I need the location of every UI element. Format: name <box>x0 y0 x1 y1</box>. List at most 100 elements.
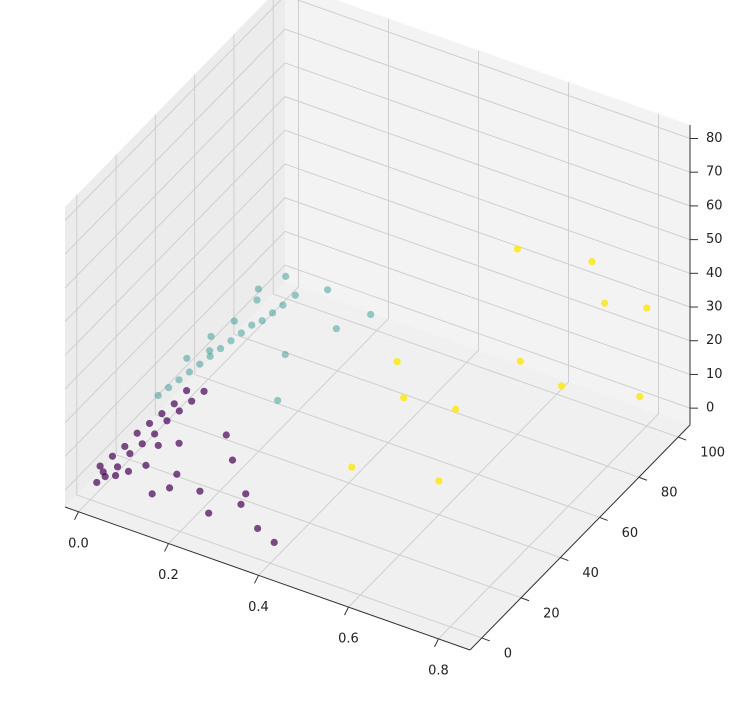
point <box>205 509 213 517</box>
x-tick <box>254 575 259 584</box>
point <box>367 310 375 319</box>
x-tick <box>74 511 79 520</box>
point <box>222 431 230 439</box>
y-tick-label: 60 <box>622 526 639 541</box>
left-pane <box>65 0 285 507</box>
z-tick-label: 0 <box>706 401 714 416</box>
x-tick-label: 0.4 <box>248 600 269 615</box>
point <box>274 396 282 405</box>
point <box>138 440 146 448</box>
point <box>242 490 250 498</box>
point <box>279 301 287 309</box>
point <box>254 524 262 533</box>
y-tick-label: 100 <box>700 446 725 461</box>
point <box>268 309 277 317</box>
z-tick-label: 20 <box>706 333 723 348</box>
point <box>173 470 181 478</box>
grid-line <box>348 82 569 608</box>
y-tick-label: 0 <box>504 646 512 661</box>
point <box>158 410 166 418</box>
grid-line <box>64 197 691 424</box>
point <box>324 286 332 294</box>
point <box>254 285 263 293</box>
y-tick-label: 20 <box>543 606 560 621</box>
y-tick-label: 40 <box>582 566 599 581</box>
point <box>435 477 443 485</box>
point <box>643 304 651 312</box>
point <box>400 394 408 402</box>
point <box>332 325 340 333</box>
z-tick-label: 80 <box>706 131 723 146</box>
grid-line <box>78 0 299 513</box>
point <box>183 387 191 395</box>
grid-line <box>64 62 691 289</box>
grid-line <box>64 0 691 221</box>
point <box>183 354 191 362</box>
grid-line <box>194 74 600 518</box>
point <box>248 321 256 329</box>
point <box>228 456 237 464</box>
y-tick-label: 80 <box>661 486 678 501</box>
back-pane <box>285 0 690 425</box>
point <box>206 347 214 355</box>
point <box>600 299 609 307</box>
grid-line <box>272 0 679 438</box>
point <box>96 462 104 470</box>
point <box>154 441 162 450</box>
grid-line <box>233 34 640 478</box>
point <box>281 350 289 359</box>
point <box>113 463 122 471</box>
point <box>253 296 261 304</box>
point <box>175 439 183 447</box>
y-tick <box>599 516 608 521</box>
y-tick <box>560 557 569 562</box>
grid-line <box>64 163 691 390</box>
point <box>282 272 290 280</box>
grid-line <box>64 96 691 322</box>
point <box>230 317 238 325</box>
grid-line <box>76 194 482 639</box>
grid-line <box>154 114 561 559</box>
z-tick-label: 10 <box>706 367 723 382</box>
point <box>126 450 134 458</box>
point <box>206 352 214 360</box>
grid-line <box>258 50 479 576</box>
y-tick <box>678 436 687 441</box>
point <box>99 468 107 476</box>
x-tick <box>434 638 439 648</box>
point <box>516 357 524 365</box>
point <box>636 392 644 401</box>
point <box>291 291 299 299</box>
point <box>165 484 174 492</box>
point <box>258 317 266 325</box>
z-tick-label: 40 <box>706 266 723 281</box>
grid-line <box>64 264 691 491</box>
point <box>165 384 173 392</box>
point <box>452 405 460 413</box>
point <box>151 430 159 438</box>
z-tick-label: 50 <box>706 232 723 247</box>
grid-line <box>64 129 691 356</box>
point <box>196 487 204 495</box>
point <box>393 358 401 366</box>
point <box>121 442 129 451</box>
y-tick <box>520 597 530 602</box>
point <box>111 471 120 480</box>
grid-line <box>168 18 389 544</box>
point <box>196 360 204 368</box>
point <box>348 463 356 471</box>
point <box>185 368 193 376</box>
point <box>175 376 183 384</box>
point <box>170 400 178 408</box>
point <box>227 337 235 345</box>
x-tick-label: 0.6 <box>338 632 359 647</box>
point <box>93 478 101 487</box>
grid-line <box>438 113 659 640</box>
y-tick <box>481 637 490 642</box>
x-tick-label: 0.8 <box>428 663 449 678</box>
point <box>133 429 141 437</box>
grid-line <box>115 154 522 599</box>
point <box>237 500 245 508</box>
point <box>124 467 133 475</box>
